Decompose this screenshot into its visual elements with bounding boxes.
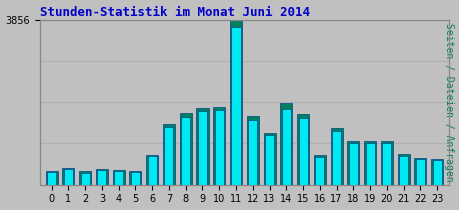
Bar — [47, 172, 56, 185]
Bar — [146, 155, 158, 185]
Bar — [231, 27, 240, 185]
Bar — [112, 170, 124, 185]
Bar — [314, 157, 324, 185]
Bar — [248, 120, 257, 185]
Bar — [430, 159, 442, 185]
Bar — [131, 172, 140, 185]
Bar — [330, 128, 342, 185]
Y-axis label: Seiten / Dateien / Anfragen: Seiten / Dateien / Anfragen — [443, 23, 453, 181]
Bar — [381, 143, 391, 185]
Bar — [97, 170, 106, 185]
Bar — [79, 171, 91, 185]
Bar — [197, 111, 207, 185]
Bar — [181, 117, 190, 185]
Bar — [363, 141, 375, 185]
Bar — [80, 173, 90, 185]
Bar — [331, 131, 341, 185]
Bar — [62, 168, 74, 185]
Bar — [313, 155, 325, 185]
Bar — [281, 109, 290, 185]
Bar — [347, 141, 358, 185]
Bar — [64, 169, 73, 185]
Bar — [213, 107, 225, 185]
Bar — [196, 108, 208, 185]
Bar — [114, 171, 123, 185]
Bar — [264, 135, 274, 185]
Bar — [432, 160, 441, 185]
Bar — [214, 110, 223, 185]
Bar — [164, 127, 173, 185]
Text: Stunden-Statistik im Monat Juni 2014: Stunden-Statistik im Monat Juni 2014 — [40, 5, 309, 18]
Bar — [95, 169, 108, 185]
Bar — [45, 171, 57, 185]
Bar — [246, 116, 258, 185]
Bar — [348, 143, 357, 185]
Bar — [280, 103, 292, 185]
Bar — [179, 113, 191, 185]
Bar — [147, 156, 157, 185]
Bar — [162, 124, 174, 185]
Bar — [415, 159, 424, 185]
Bar — [297, 114, 308, 185]
Bar — [397, 154, 409, 185]
Bar — [365, 143, 374, 185]
Bar — [230, 20, 241, 185]
Bar — [414, 158, 425, 185]
Bar — [263, 133, 275, 185]
Bar — [380, 141, 392, 185]
Bar — [398, 156, 407, 185]
Bar — [298, 118, 307, 185]
Bar — [129, 171, 141, 185]
